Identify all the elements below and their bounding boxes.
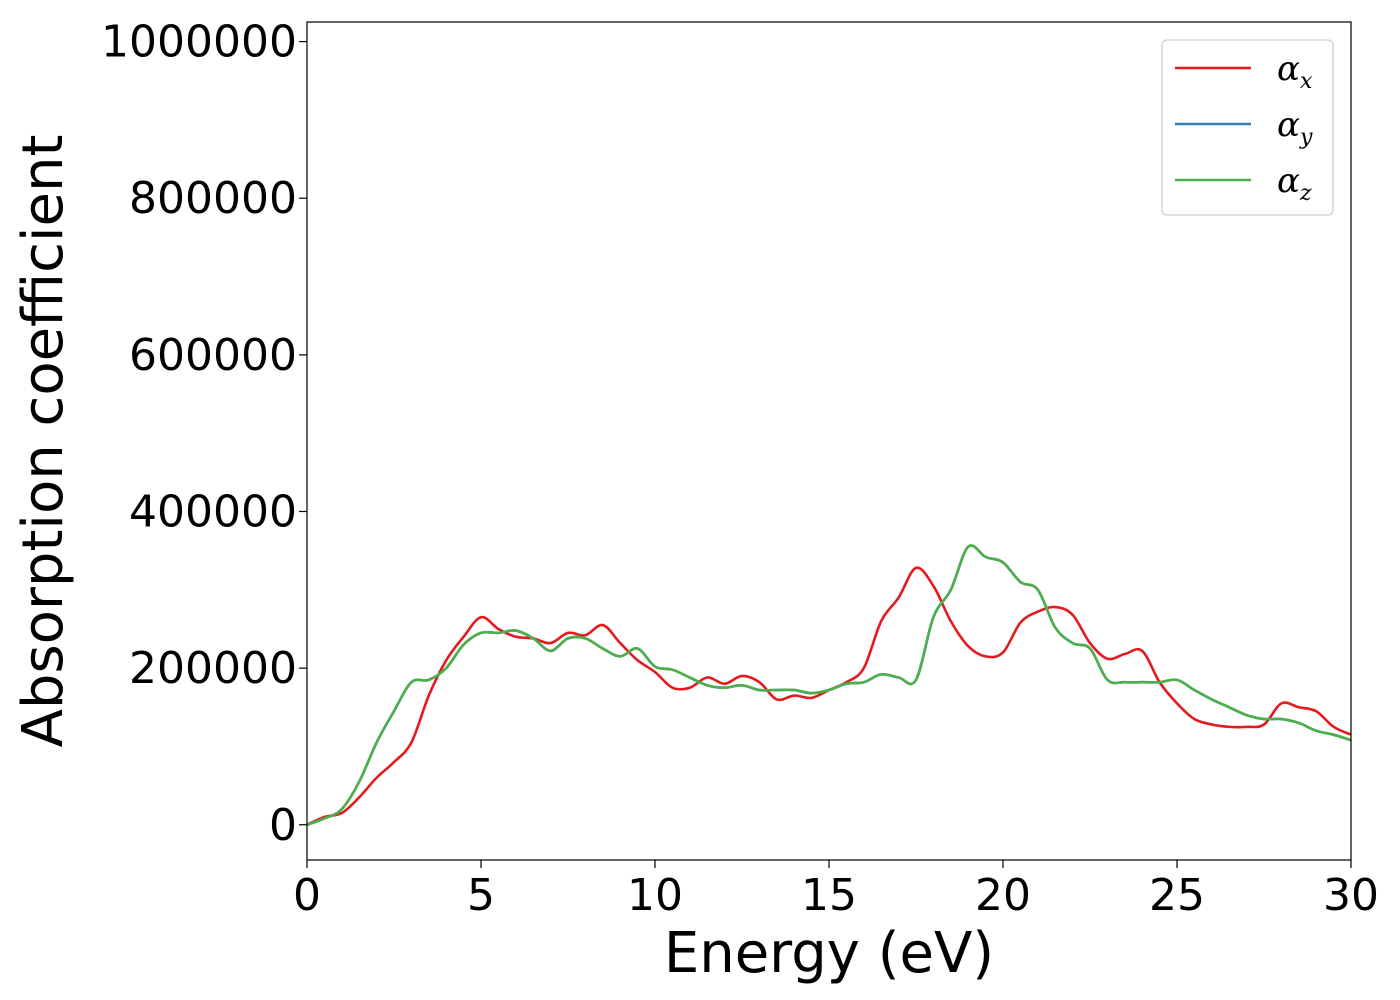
y-tick-label: 400000 <box>129 486 297 537</box>
x-tick-label: 0 <box>293 870 321 921</box>
x-tick-label: 15 <box>801 870 857 921</box>
y-tick-label: 0 <box>269 800 297 851</box>
x-tick-label: 30 <box>1323 870 1379 921</box>
legend: αx αy αz <box>1161 39 1334 216</box>
series-layer <box>307 544 1351 826</box>
y-tick-label: 200000 <box>129 643 297 694</box>
x-tick-label: 10 <box>627 870 683 921</box>
y-tick-label: 1000000 <box>101 17 297 68</box>
y-tick-label: 600000 <box>129 330 297 381</box>
x-tick-label: 20 <box>975 870 1031 921</box>
y-axis-ticks: 0 200000 400000 600000 800000 1000000 <box>101 17 307 851</box>
legend-frame <box>1161 39 1334 216</box>
legend-label-x: αx <box>1277 49 1313 94</box>
legend-label-y: αy <box>1277 105 1313 150</box>
x-axis-ticks: 0 5 10 15 20 25 30 <box>293 860 1379 921</box>
x-tick-label: 5 <box>467 870 495 921</box>
y-axis-label: Absorption coefficient <box>11 135 76 748</box>
y-tick-label: 800000 <box>129 173 297 224</box>
series-line-z <box>307 544 1351 826</box>
x-axis-label: Energy (eV) <box>664 921 994 986</box>
x-tick-label: 25 <box>1149 870 1205 921</box>
legend-label-z: αz <box>1277 161 1312 206</box>
